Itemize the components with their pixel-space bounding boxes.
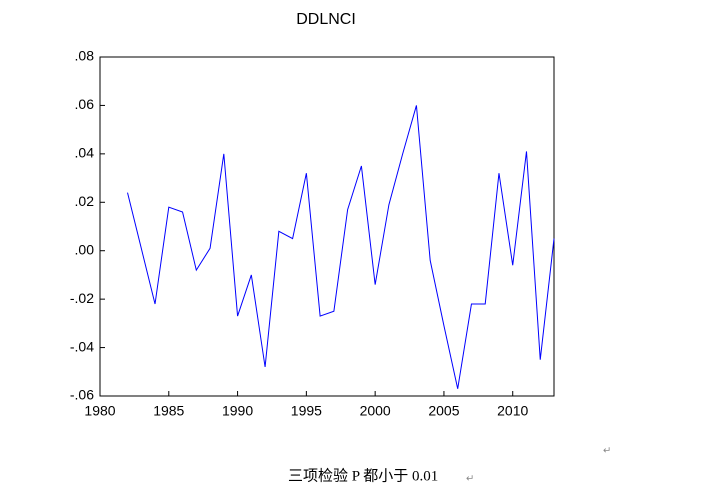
- series-line: [127, 105, 555, 389]
- caption: 三项检验 P 都小于 0.01: [288, 467, 438, 484]
- y-tick-label: .00: [75, 241, 95, 257]
- plot-frame: [99, 56, 555, 397]
- y-tick-label: .08: [75, 48, 95, 64]
- x-tick-label: 2000: [360, 403, 391, 419]
- x-tick-label: 1985: [153, 403, 184, 419]
- y-tick-label: .04: [75, 145, 95, 161]
- chart-title: DDLNCI: [296, 11, 356, 28]
- y-tick-label: -.06: [70, 387, 94, 403]
- y-tick-label: -.04: [70, 338, 94, 354]
- y-tick-label: .02: [75, 193, 95, 209]
- x-tick-label: 1980: [84, 403, 115, 419]
- x-tick-label: 1990: [222, 403, 253, 419]
- return-mark: ↵: [603, 446, 611, 457]
- x-tick-label: 2005: [428, 403, 459, 419]
- x-tick-label: 2010: [497, 403, 528, 419]
- y-tick-label: -.02: [70, 290, 94, 306]
- y-tick-label: .06: [75, 96, 95, 112]
- x-tick-label: 1995: [291, 403, 322, 419]
- return-mark: ↵: [466, 474, 474, 485]
